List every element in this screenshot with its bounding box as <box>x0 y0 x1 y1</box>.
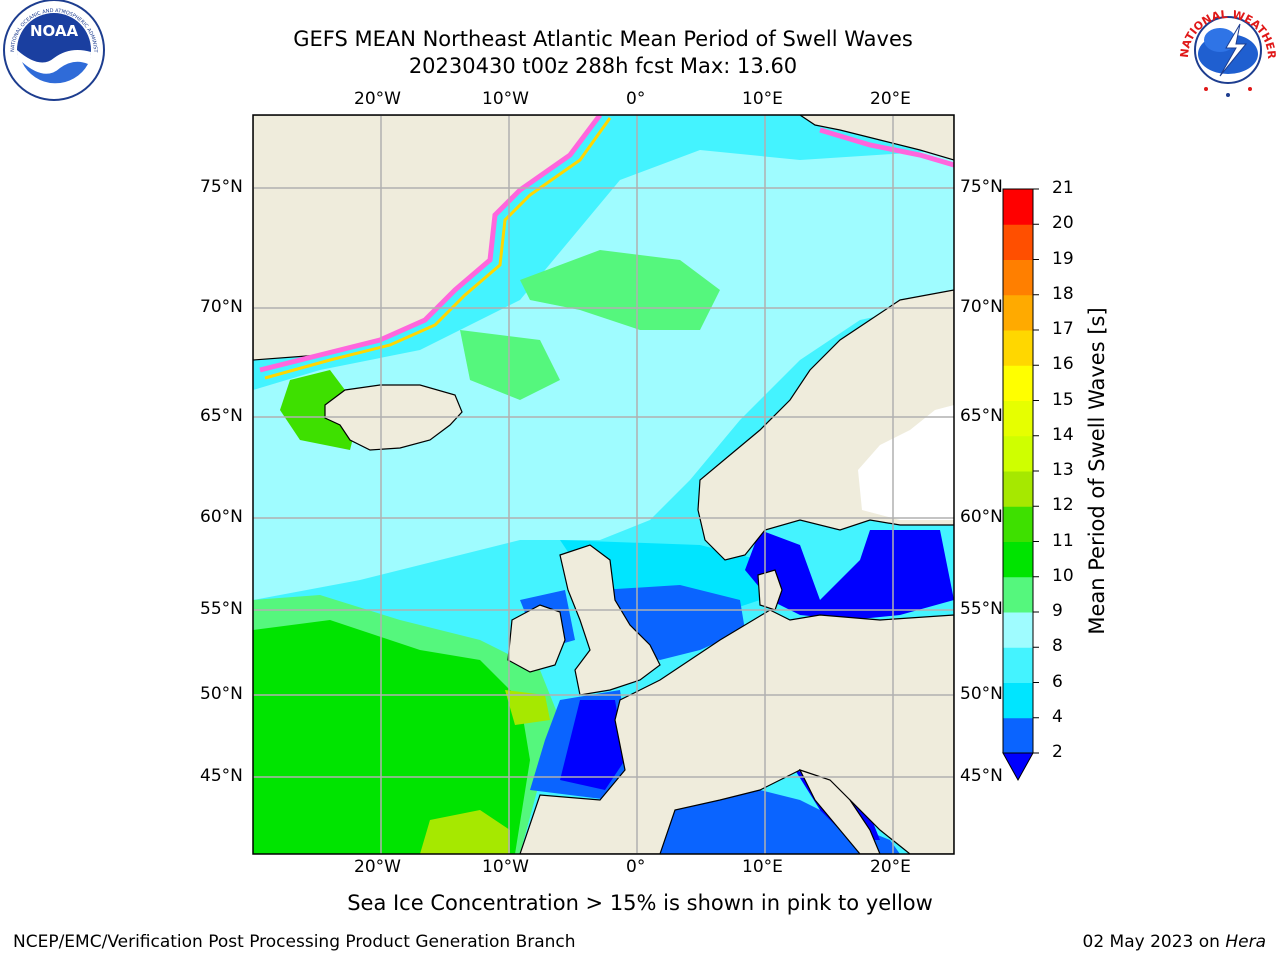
period-field-green-iceland <box>280 370 360 450</box>
colorbar-tick-label: 4 <box>1052 706 1063 727</box>
colorbar-segment <box>1003 471 1033 507</box>
colorbar-tick-label: 2 <box>1052 742 1063 762</box>
map-frame <box>252 114 955 855</box>
lon-label-top-10e: 10°E <box>742 89 783 109</box>
land-finland-gulf <box>858 405 954 520</box>
lon-label-bottom-10w: 10°W <box>482 857 529 877</box>
period-field-yellow-green-2 <box>505 690 550 725</box>
sea-ice-edge <box>259 115 602 373</box>
period-field-green-north <box>520 250 720 330</box>
colorbar-segment <box>1003 576 1033 613</box>
colorbar-segment <box>1003 435 1033 472</box>
colorbar-segment <box>1003 259 1033 296</box>
land-britain <box>559 544 661 696</box>
lat-label-right-65n: 65°N <box>960 406 1003 426</box>
lat-label-right-50n: 50°N <box>960 684 1003 704</box>
lon-label-top-20w: 20°W <box>354 89 401 109</box>
colorbar-tick-label: 13 <box>1052 460 1074 480</box>
colorbar-segment <box>1003 224 1033 260</box>
lat-label-left-75n: 75°N <box>200 177 243 197</box>
land-denmark <box>757 569 783 611</box>
lat-label-left-55n: 55°N <box>200 599 243 619</box>
colorbar-tick-label: 19 <box>1052 248 1074 269</box>
lat-label-left-70n: 70°N <box>200 297 243 317</box>
lat-label-left-45n: 45°N <box>200 766 243 786</box>
colorbar-segment <box>1003 365 1033 401</box>
colorbar-tick-label: 14 <box>1052 424 1074 445</box>
land-svalbard <box>798 115 954 161</box>
colorbar-tick-label: 11 <box>1052 530 1074 551</box>
footer-date-text: 02 May 2023 on <box>1082 932 1226 952</box>
colorbar-segment <box>1003 506 1033 542</box>
colorbar-tick-label: 17 <box>1052 319 1074 339</box>
lat-label-right-55n: 55°N <box>960 599 1003 619</box>
chart-title: GEFS MEAN Northeast Atlantic Mean Period… <box>293 27 913 51</box>
colorbar-tick-label: 9 <box>1052 601 1063 621</box>
land-italy <box>798 768 881 854</box>
lon-label-top-10w: 10°W <box>482 89 529 109</box>
lon-label-top-20e: 20°E <box>870 89 911 109</box>
nws-logo: NATIONAL WEATHER SERVICE <box>0 0 1278 98</box>
colorbar-under-extension <box>1002 752 1034 782</box>
colorbar-tick-label: 21 <box>1052 178 1074 198</box>
colorbar-segment <box>1003 682 1033 719</box>
lon-label-bottom-10e: 10°E <box>742 857 783 877</box>
noaa-logo: NOAA NATIONAL OCEANIC AND ATMOSPHERIC AD… <box>0 0 105 101</box>
sea-ice-edge-svalbard <box>819 127 954 168</box>
period-field-blue-med <box>660 790 900 854</box>
lat-label-right-75n: 75°N <box>960 177 1003 197</box>
lat-label-right-70n: 70°N <box>960 297 1003 317</box>
lat-label-right-45n: 45°N <box>960 766 1003 786</box>
colorbar-segment <box>1003 294 1033 331</box>
colorbar-tick-label: 8 <box>1052 636 1063 657</box>
graticule <box>253 115 954 854</box>
colorbar-segment <box>1003 400 1033 437</box>
colorbar-tick-label: 15 <box>1052 389 1074 410</box>
sea-ice-caption: Sea Ice Concentration > 15% is shown in … <box>347 891 933 915</box>
colorbar-tick-label: 20 <box>1052 213 1074 234</box>
colorbar-segment <box>1003 647 1033 683</box>
colorbar-segment <box>1003 330 1033 366</box>
colorbar-tick-label: 10 <box>1052 565 1074 586</box>
lon-label-bottom-0: 0° <box>626 857 646 877</box>
lon-label-top-0: 0° <box>626 89 646 109</box>
colorbar-segment <box>1003 612 1033 648</box>
lon-label-bottom-20e: 20°E <box>870 857 911 877</box>
colorbar-segment <box>1003 717 1033 754</box>
period-field-green-mid <box>460 330 560 400</box>
footer-host: Hera <box>1225 932 1266 952</box>
colorbar-tick-label: 6 <box>1052 671 1063 692</box>
colorbar-segment <box>1003 189 1033 225</box>
period-field-under-biscay <box>560 700 625 790</box>
sea-ice-edge-yellow <box>264 117 612 380</box>
colorbar-tick-label: 18 <box>1052 283 1074 304</box>
chart-subtitle: 20230430 t00z 288h fcst Max: 13.60 <box>408 54 798 78</box>
lat-label-left-50n: 50°N <box>200 684 243 704</box>
nws-logo-ring: NATIONAL WEATHER SERVICE <box>0 0 1278 60</box>
colorbar <box>1002 188 1039 782</box>
swell-period-map <box>253 115 954 854</box>
period-field-bright-green <box>253 620 530 854</box>
footer-date: 02 May 2023 on Hera <box>1083 932 1267 952</box>
lat-label-left-60n: 60°N <box>200 507 243 527</box>
period-field-yellow-green <box>420 810 510 854</box>
period-field-lighter <box>253 150 954 600</box>
colorbar-segment <box>1003 541 1033 578</box>
period-field-under-baltic <box>745 530 954 620</box>
noaa-logo-text: NOAA <box>30 22 79 40</box>
footer-credit: NCEP/EMC/Verification Post Processing Pr… <box>13 932 576 952</box>
lat-label-right-60n: 60°N <box>960 507 1003 527</box>
lon-label-bottom-20w: 20°W <box>354 857 401 877</box>
colorbar-tick-label: 16 <box>1052 354 1074 375</box>
land-ireland <box>507 604 566 673</box>
colorbar-tick-label: 12 <box>1052 495 1074 516</box>
lat-label-left-65n: 65°N <box>200 406 243 426</box>
